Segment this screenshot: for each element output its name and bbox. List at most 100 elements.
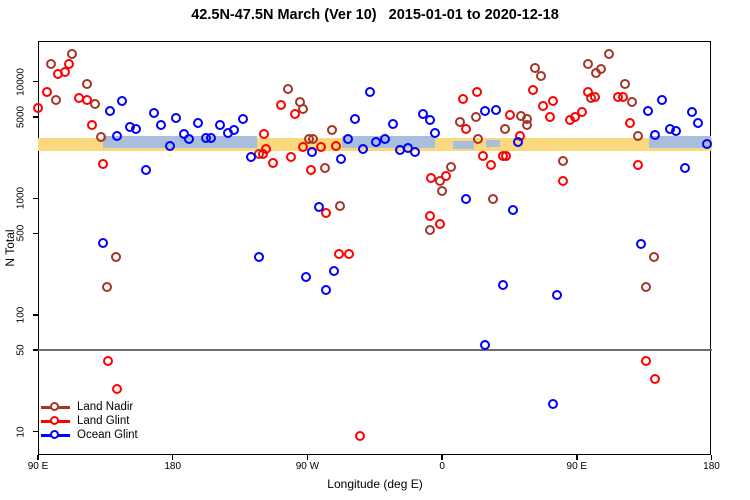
expected-band-ocean — [453, 141, 474, 149]
data-point-land-glint — [633, 160, 644, 171]
data-point-land-glint — [528, 84, 539, 95]
y-axis-label: N Total — [3, 229, 17, 267]
legend-item-ocean-glint: Ocean Glint — [41, 428, 138, 442]
data-point-land-glint — [289, 109, 300, 120]
data-point-land-nadir — [334, 200, 345, 211]
data-point-ocean-glint — [253, 252, 264, 262]
data-point-land-glint — [624, 118, 635, 129]
legend: Land Nadir Land Glint Ocean Glint — [41, 400, 138, 442]
data-point-ocean-glint — [417, 109, 428, 120]
data-point-land-glint — [343, 248, 354, 259]
x-tick-label: 180 — [164, 461, 182, 472]
data-point-land-nadir — [454, 116, 465, 127]
data-point-ocean-glint — [130, 123, 141, 134]
data-point-land-glint — [32, 102, 43, 113]
data-point-land-nadir — [95, 132, 106, 143]
data-point-land-nadir — [470, 112, 481, 123]
data-point-land-glint — [589, 91, 600, 102]
chart-title: 42.5N-47.5N March (Ver 10) 2015-01-01 to… — [191, 7, 559, 23]
data-point-land-nadir — [596, 63, 607, 74]
data-point-land-nadir — [499, 123, 510, 134]
data-point-land-glint — [334, 248, 345, 259]
data-point-land-nadir — [102, 282, 113, 293]
y-tick-label: 50 — [15, 344, 27, 356]
data-point-ocean-glint — [149, 108, 160, 119]
data-point-land-glint — [460, 123, 471, 134]
data-point-land-glint — [97, 159, 108, 170]
data-point-ocean-glint — [364, 86, 375, 97]
data-point-ocean-glint — [335, 154, 346, 165]
data-point-land-glint — [478, 151, 489, 162]
data-point-land-glint — [257, 149, 268, 160]
data-point-ocean-glint — [307, 147, 318, 158]
x-tick-label: 0 — [439, 461, 445, 472]
data-point-land-nadir — [297, 103, 308, 114]
data-point-land-glint — [544, 111, 555, 122]
data-point-land-nadir — [45, 59, 56, 70]
data-point-land-glint — [331, 140, 342, 151]
data-point-ocean-glint — [679, 162, 690, 173]
x-tick-label: 90 E — [566, 461, 588, 472]
data-point-land-glint — [112, 383, 123, 394]
data-point-ocean-glint — [97, 237, 108, 248]
data-point-land-nadir — [648, 252, 659, 262]
data-point-land-nadir — [619, 79, 630, 90]
data-point-land-glint — [641, 355, 652, 366]
data-point-land-glint — [501, 150, 512, 161]
y-tick — [33, 80, 38, 83]
data-point-land-glint — [618, 91, 629, 102]
data-point-ocean-glint — [508, 205, 519, 216]
data-point-ocean-glint — [205, 132, 216, 143]
data-point-ocean-glint — [184, 134, 195, 145]
data-point-land-glint — [286, 151, 297, 162]
x-tick — [710, 455, 713, 460]
data-point-land-glint — [276, 100, 287, 111]
legend-item-land-glint: Land Glint — [41, 414, 138, 428]
data-point-land-glint — [650, 373, 661, 384]
x-tick — [306, 455, 309, 460]
data-point-land-nadir — [633, 130, 644, 141]
data-point-land-nadir — [425, 224, 436, 235]
data-point-land-glint — [306, 164, 317, 175]
data-point-ocean-glint — [409, 147, 420, 158]
data-point-ocean-glint — [349, 114, 360, 125]
data-point-land-glint — [569, 111, 580, 122]
data-point-land-nadir — [529, 62, 540, 73]
data-point-land-glint — [538, 101, 549, 112]
data-point-land-nadir — [626, 97, 637, 108]
data-point-land-nadir — [558, 156, 569, 167]
data-point-land-nadir — [536, 71, 547, 82]
land-nadir-marker-icon — [41, 401, 70, 413]
data-point-land-glint — [424, 210, 435, 221]
data-point-ocean-glint — [701, 139, 712, 150]
data-point-land-glint — [320, 207, 331, 218]
data-point-land-nadir — [327, 125, 338, 136]
data-point-ocean-glint — [165, 140, 176, 151]
x-tick — [576, 455, 578, 460]
data-point-land-nadir — [583, 59, 594, 70]
data-point-ocean-glint — [425, 115, 436, 126]
data-point-land-nadir — [473, 133, 484, 144]
data-point-land-nadir — [488, 194, 499, 205]
expected-band-ocean — [485, 140, 501, 148]
data-point-land-glint — [471, 86, 482, 97]
data-point-land-glint — [102, 355, 113, 366]
expected-band-ocean — [648, 136, 712, 148]
data-point-land-glint — [87, 120, 98, 131]
y-tick — [33, 197, 38, 200]
data-point-ocean-glint — [671, 126, 682, 137]
y-tick-label: 10 — [15, 425, 27, 438]
data-point-ocean-glint — [643, 106, 654, 117]
y-tick-label: 100 — [15, 306, 27, 324]
data-point-ocean-glint — [192, 118, 203, 129]
data-point-ocean-glint — [320, 285, 331, 296]
data-point-ocean-glint — [313, 202, 324, 213]
x-tick-label: 90 W — [295, 461, 320, 472]
data-point-land-nadir — [89, 99, 100, 110]
data-point-land-nadir — [50, 94, 61, 105]
data-point-ocean-glint — [480, 339, 491, 350]
data-point-ocean-glint — [156, 120, 167, 131]
y-tick-label: 10000 — [15, 67, 27, 96]
legend-label: Land Glint — [77, 415, 130, 427]
data-point-land-nadir — [446, 161, 457, 172]
